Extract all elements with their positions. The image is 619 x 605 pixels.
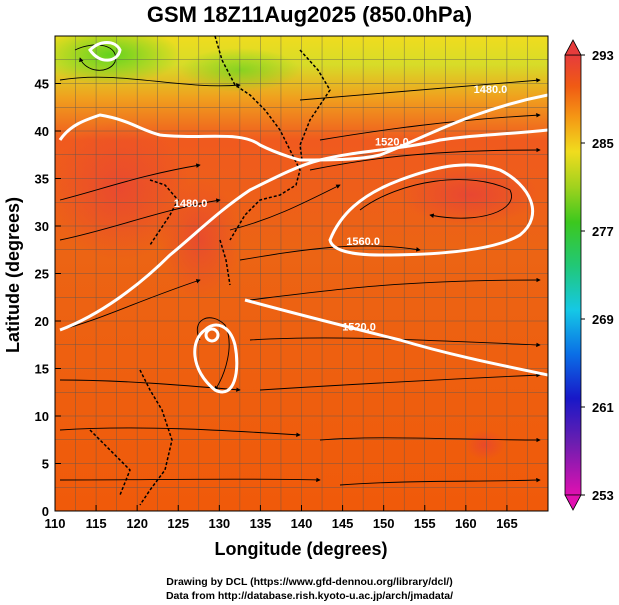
x-tick-label: 130 <box>208 516 230 531</box>
contour-label: 1520.0 <box>342 322 376 334</box>
contour-label: 1520.0 <box>375 136 409 148</box>
colorbar-ticks: 293 285 277 269 261 253 <box>581 48 614 503</box>
x-tick-label: 165 <box>496 516 518 531</box>
x-tick-label: 135 <box>250 516 272 531</box>
contour-label: 1480.0 <box>474 84 508 96</box>
y-tick-label: 25 <box>35 267 49 282</box>
x-tick-label: 140 <box>291 516 313 531</box>
colorbar-tick-label: 293 <box>592 48 614 63</box>
contour-label: 1560.0 <box>346 236 380 248</box>
x-tick-label: 160 <box>455 516 477 531</box>
contour-labels: 1480.0 1520.0 1480.0 1560.0 1520.0 <box>174 84 508 334</box>
x-tick-label: 110 <box>45 516 66 531</box>
colorbar-tick-label: 277 <box>592 224 614 239</box>
colorbar-tick-label: 261 <box>592 400 614 415</box>
y-tick-label: 15 <box>35 362 49 377</box>
x-axis: 110 115 120 125 130 135 140 145 150 155 160 165 <box>45 505 518 531</box>
y-tick-label: 45 <box>35 77 49 92</box>
temperature-field <box>55 36 548 511</box>
y-tick-label: 20 <box>35 314 49 329</box>
grid-lines <box>55 36 548 511</box>
chart-title: GSM 18Z11Aug2025 (850.0hPa) <box>146 2 473 27</box>
y-axis-label: Latitude (degrees) <box>3 197 23 353</box>
colorbar-tick-label: 269 <box>592 312 614 327</box>
y-axis: 0 5 10 15 20 25 30 35 40 45 <box>35 77 61 519</box>
colorbar: 293 285 277 269 261 253 <box>564 39 614 511</box>
colorbar-tick-label: 253 <box>592 488 614 503</box>
colorbar-tick-label: 285 <box>592 136 614 151</box>
credit-drawing: Drawing by DCL (https://www.gfd-dennou.o… <box>166 576 453 588</box>
colorbar-min-arrow <box>564 494 582 511</box>
y-tick-label: 40 <box>35 124 49 139</box>
x-tick-label: 150 <box>373 516 395 531</box>
credit-data-source: Data from http://database.rish.kyoto-u.a… <box>165 590 454 602</box>
y-tick-label: 0 <box>42 504 49 519</box>
x-tick-label: 125 <box>167 516 189 531</box>
streamlines <box>59 44 541 486</box>
y-tick-label: 5 <box>42 457 49 472</box>
x-tick-label: 120 <box>126 516 148 531</box>
colorbar-gradient <box>564 54 582 496</box>
x-axis-label: Longitude (degrees) <box>214 539 387 559</box>
y-tick-label: 30 <box>35 219 49 234</box>
y-tick-label: 35 <box>35 172 49 187</box>
height-contours <box>58 41 548 394</box>
contour-label: 1480.0 <box>174 198 208 210</box>
x-tick-label: 115 <box>86 516 107 531</box>
x-tick-label: 155 <box>414 516 436 531</box>
colorbar-max-arrow <box>564 39 582 56</box>
coastlines <box>89 36 331 506</box>
y-tick-label: 10 <box>35 409 49 424</box>
x-tick-label: 145 <box>332 516 354 531</box>
